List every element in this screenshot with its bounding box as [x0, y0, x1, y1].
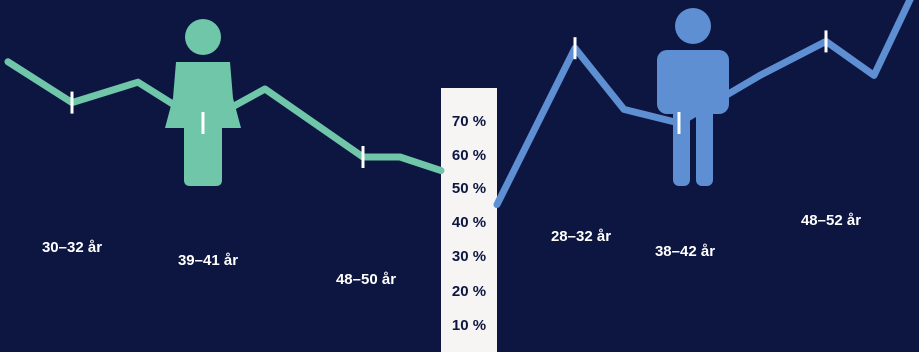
y-tick-label: 20 %: [452, 283, 486, 300]
y-axis-panel: [441, 88, 497, 352]
y-axis-ticks: 10 % 20 % 30 % 40 % 50 % 60 % 70 %: [452, 113, 486, 334]
y-tick-label: 40 %: [452, 214, 486, 231]
age-label: 30–32 år: [42, 239, 102, 256]
series-layer: [4, 0, 914, 209]
age-labels: 30–32 år 39–41 år 48–50 år 28–32 år 38–42 år…: [42, 212, 861, 288]
age-label: 28–32 år: [551, 228, 611, 245]
y-tick-label: 50 %: [452, 180, 486, 197]
female-series-line: [4, 58, 445, 175]
age-label: 38–42 år: [655, 243, 715, 260]
y-tick-label: 60 %: [452, 147, 486, 164]
age-label: 48–52 år: [801, 212, 861, 229]
age-label: 39–41 år: [178, 252, 238, 269]
y-tick-label: 10 %: [452, 317, 486, 334]
age-label: 48–50 år: [336, 271, 396, 288]
y-tick-label: 70 %: [452, 113, 486, 130]
y-tick-label: 30 %: [452, 248, 486, 265]
male-series-line: [493, 0, 914, 209]
